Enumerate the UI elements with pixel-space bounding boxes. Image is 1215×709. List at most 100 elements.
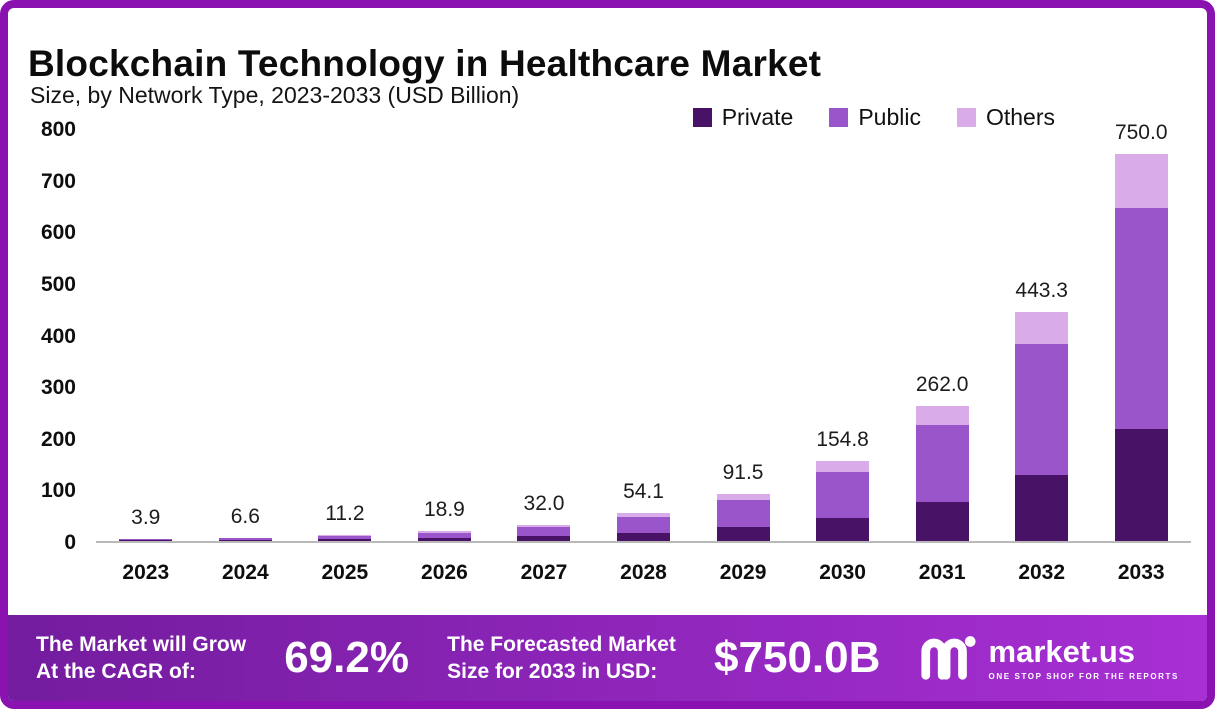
x-axis-label: 2030 [819,561,866,584]
legend-label: Public [858,104,921,130]
legend-label: Private [721,104,794,130]
legend-item-public: Public [829,104,921,131]
y-tick-label: 200 [40,427,76,451]
plot-area: 3.9 2023 6.6 2024 11.2 2025 18.9 2026 32.0 2027 54… [96,121,1191,584]
x-axis-label: 2032 [1018,561,1066,584]
bar-segment-private [1015,474,1069,541]
forecast-text-line1: The Forecasted Market [447,632,676,656]
stacked-bar [1015,312,1069,541]
bar-value-label: 54.1 [623,480,664,504]
stacked-bar [1114,153,1168,541]
bar-segment-public [915,424,969,502]
x-axis-label: 2026 [421,561,468,584]
bar-segment-private [617,532,670,541]
bar-segment-others [816,461,870,473]
y-tick-label: 500 [40,272,76,296]
bar-column-2032: 443.3 2032 [992,130,1092,584]
chart-legend: Private Public Others [692,104,1055,131]
bar-segment-public [1114,208,1168,429]
bar-segment-others [417,531,471,533]
bar-value-label: 11.2 [325,502,365,526]
y-tick-label: 800 [40,118,76,141]
bar-segment-public [119,539,173,541]
bar-value-label: 443.3 [1015,279,1068,303]
bar-segment-private [218,540,272,541]
x-axis-label: 2031 [918,561,966,584]
legend-swatch-icon [956,108,976,127]
stacked-bar [119,539,173,541]
y-axis: 0 100 200 300 400 500 600 700 800 [8,118,82,554]
bar-column-2031: 262.0 2031 [892,130,992,584]
bar-value-label: 154.8 [816,428,869,452]
x-axis-label: 2023 [122,561,170,584]
bar-value-label: 3.9 [131,506,161,530]
bar-value-label: 91.5 [722,460,764,484]
bar-segment-public [816,472,870,518]
bar-segment-private [1114,428,1168,541]
x-axis-label: 2025 [321,561,369,584]
cagr-text: The Market will Grow At the CAGR of: [36,631,246,686]
bar-column-2025: 11.2 2025 [295,130,395,584]
stacked-bar [517,524,571,541]
bar-column-2030: 154.8 2030 [793,130,893,584]
legend-label: Others [985,104,1055,130]
stacked-bar [915,405,969,541]
y-tick-label: 100 [40,479,76,503]
bar-segment-others [1114,153,1168,209]
y-tick-label: 600 [40,221,76,245]
forecast-text: The Forecasted Market Size for 2033 in U… [447,631,676,686]
bar-segment-private [816,517,870,541]
y-tick-label: 400 [40,324,76,348]
stacked-bar [417,531,471,541]
stacked-bar [617,513,670,541]
bar-segment-private [119,540,173,541]
y-tick-label: 0 [64,531,76,554]
brand-text-block: market.us ONE STOP SHOP FOR THE REPORTS [989,636,1179,681]
bar-column-2023: 3.9 2023 [96,130,196,584]
bar-value-label: 262.0 [915,372,969,396]
legend-item-private: Private [692,104,794,131]
bar-segment-others [517,524,571,527]
y-tick-label: 300 [40,376,76,400]
bar-segment-others [318,535,372,537]
bar-segment-private [517,536,571,541]
bar-segment-public [417,532,471,539]
legend-item-others: Others [956,104,1055,131]
bar-segment-others [617,513,670,518]
x-axis-label: 2033 [1117,561,1165,584]
stacked-bar [716,493,770,541]
brand-tagline: ONE STOP SHOP FOR THE REPORTS [988,671,1179,681]
stacked-bar [218,537,272,541]
bar-value-label: 6.6 [230,504,260,528]
bar-segment-public [1015,344,1069,475]
stacked-bar-chart: 0 100 200 300 400 500 600 700 800 3.9 2023 6.6 2024… [8,118,1207,584]
bar-column-2026: 18.9 2026 [395,130,495,584]
bar-column-2024: 6.6 2024 [196,130,296,584]
bar-segment-public [517,526,571,537]
bar-segment-private [915,501,969,541]
bar-segment-private [318,539,372,541]
bar-segment-others [716,493,770,501]
bar-segment-public [617,517,670,533]
stacked-bar [318,535,372,541]
bar-value-label: 32.0 [523,491,565,515]
bar-column-2028: 54.1 2028 [594,130,694,584]
stacked-bar [816,461,870,541]
cagr-text-line1: The Market will Grow [36,632,247,656]
bar-column-2029: 91.5 2029 [693,130,793,584]
forecast-value: $750.0B [714,633,881,682]
bar-value-label: 18.9 [423,498,465,522]
x-axis-label: 2029 [719,561,767,584]
x-axis-label: 2027 [520,561,568,584]
x-axis-label: 2024 [221,561,269,584]
market-us-logo: market.us ONE STOP SHOP FOR THE REPORTS [919,632,1179,685]
market-us-logo-icon [919,632,977,685]
page-title: Blockchain Technology in Healthcare Mark… [28,42,822,84]
bar-segment-public [716,500,770,528]
legend-swatch-icon [829,108,849,127]
bar-column-2027: 32.0 2027 [494,130,594,584]
bar-segment-private [716,527,770,541]
y-tick-label: 700 [40,169,76,193]
bar-segment-public [318,536,372,540]
